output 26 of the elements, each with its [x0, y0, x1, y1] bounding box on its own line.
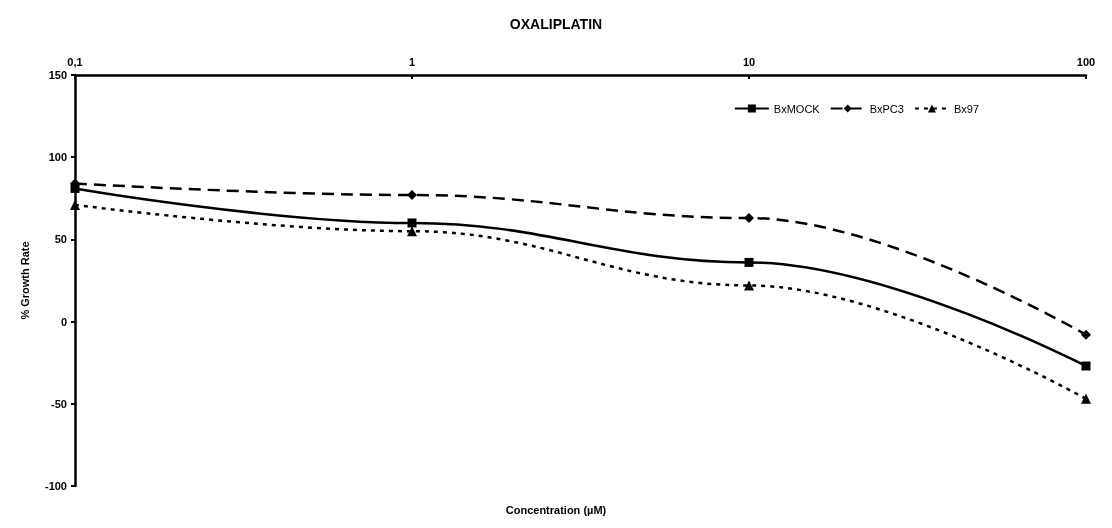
- point: [407, 190, 417, 201]
- point: [1081, 329, 1091, 340]
- point: [744, 213, 754, 224]
- x-tick-label: 1: [408, 55, 416, 68]
- y-axis-title: % Growth Rate: [18, 241, 31, 320]
- point: [1081, 361, 1091, 371]
- y-tick-label: 100: [48, 151, 67, 164]
- point: [1081, 393, 1091, 404]
- point: [407, 226, 417, 237]
- legend-label: BxMOCK: [773, 102, 821, 115]
- x-axis-title: Concentration (µM): [505, 503, 607, 516]
- y-tick-label: -50: [51, 397, 67, 410]
- y-tick-label: -100: [44, 480, 67, 492]
- y-tick-label: 150: [48, 69, 67, 81]
- y-tick-label: 0: [60, 315, 67, 328]
- point: [744, 257, 754, 267]
- x-tick-label: 0,1: [67, 55, 83, 68]
- point: [70, 199, 80, 210]
- y-tick-label: 50: [54, 233, 67, 246]
- point: [744, 280, 754, 291]
- x-tick-label: 10: [742, 55, 756, 68]
- chart-title: OXALIPLATIN: [509, 16, 603, 32]
- point: [407, 218, 417, 228]
- legend-label: Bx97: [953, 102, 980, 115]
- legend-label: BxPC3: [869, 102, 904, 115]
- x-tick-label: 100: [1076, 55, 1096, 68]
